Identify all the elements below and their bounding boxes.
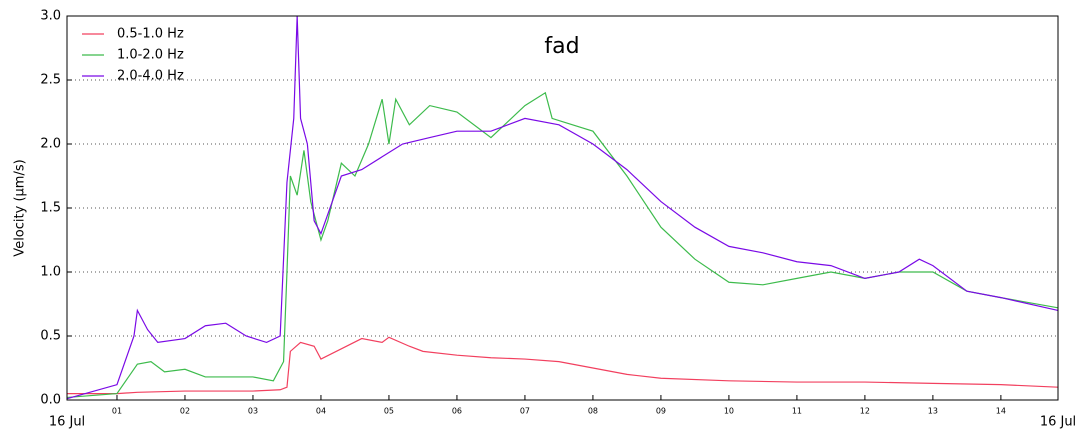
x-tick-label: 08	[588, 407, 598, 416]
x-tick-label: 16 Jul	[49, 415, 85, 430]
legend-label: 2.0-4.0 Hz	[117, 69, 184, 84]
x-tick-label: 16 Jul	[1040, 415, 1076, 430]
x-tick-label: 10	[724, 407, 734, 416]
series-line	[67, 336, 1059, 395]
y-tick-label: 1.5	[40, 201, 61, 216]
x-tick-label: 14	[996, 407, 1006, 416]
legend-label: 0.5-1.0 Hz	[117, 27, 184, 42]
legend-label: 1.0-2.0 Hz	[117, 48, 184, 63]
x-tick-label: 11	[792, 407, 802, 416]
y-tick-label: 0.5	[40, 329, 61, 344]
x-tick-label: 02	[180, 407, 190, 416]
x-tick-label: 05	[384, 407, 394, 416]
y-axis-label: Velocity (μm/s)	[13, 159, 28, 256]
x-tick-label: 01	[112, 407, 122, 416]
x-tick-label: 03	[248, 407, 258, 416]
y-tick-label: 2.0	[40, 137, 61, 152]
x-tick-label: 07	[520, 407, 530, 416]
x-tick-label: 12	[860, 407, 870, 416]
y-tick-label: 0.0	[40, 393, 61, 408]
y-tick-label: 2.5	[40, 73, 61, 88]
series-line	[66, 91, 1059, 399]
x-tick-label: 13	[928, 407, 938, 416]
x-tick-label: 04	[316, 407, 326, 416]
y-tick-label: 1.0	[40, 265, 61, 280]
series-line	[66, 15, 1059, 400]
plot-frame	[66, 15, 1059, 401]
chart-title: fad	[544, 34, 579, 59]
x-tick-label: 09	[656, 407, 666, 416]
x-tick-label: 06	[452, 407, 462, 416]
y-tick-label: 3.0	[40, 9, 61, 24]
